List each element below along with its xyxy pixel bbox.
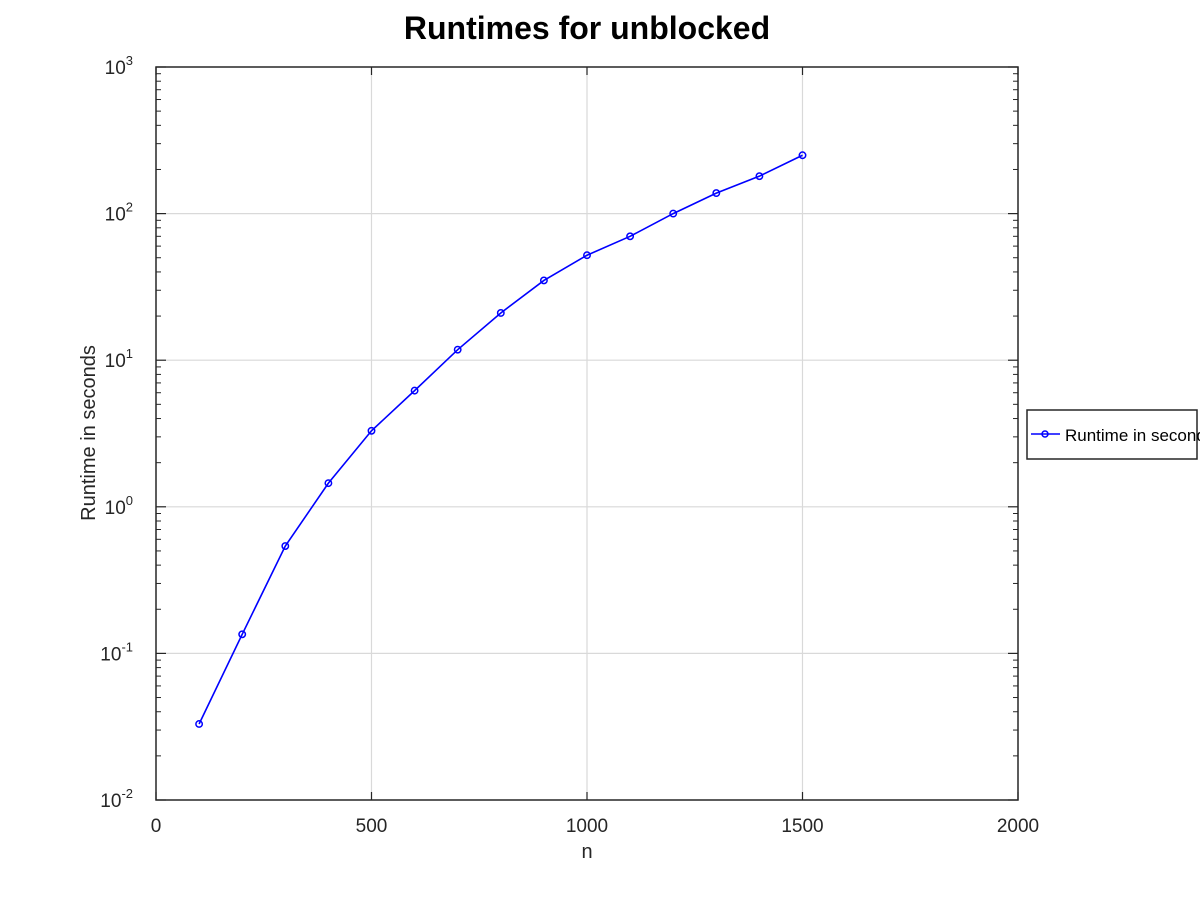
data-point — [281, 542, 290, 550]
y-tick-exponent: 3 — [126, 53, 133, 68]
data-point — [410, 386, 419, 395]
y-tick-base: 10 — [105, 498, 126, 519]
series-line — [198, 154, 803, 725]
y-tick-label: 10-1 — [100, 639, 133, 665]
legend: Runtime in seconds — [1026, 409, 1200, 460]
x-tick-label: 2000 — [997, 816, 1039, 837]
grid-lines — [156, 67, 1018, 800]
y-tick-base: 10 — [105, 58, 126, 79]
x-tick-label: 1000 — [566, 816, 608, 837]
data-point — [798, 151, 807, 160]
x-tick-label: 1500 — [781, 816, 823, 837]
y-tick-base: 10 — [105, 205, 126, 226]
y-tick-label: 10-2 — [100, 786, 133, 812]
legend-marker — [1041, 430, 1049, 438]
data-point — [324, 479, 333, 488]
x-tick-label: 500 — [356, 816, 388, 837]
y-tick-label: 102 — [105, 200, 133, 226]
data-point — [669, 209, 678, 218]
data-point — [238, 630, 247, 639]
data-point — [539, 276, 548, 285]
y-tick-base: 10 — [105, 351, 126, 372]
y-tick-base: 10 — [100, 791, 121, 812]
y-tick-label: 103 — [105, 53, 133, 79]
data-point — [367, 426, 376, 435]
data-point — [496, 309, 505, 317]
y-axis-label: Runtime in seconds — [78, 345, 100, 521]
y-tick-exponent: -1 — [121, 639, 133, 654]
data-point — [195, 720, 204, 728]
y-tick-label: 101 — [105, 346, 133, 372]
series-layer — [195, 151, 807, 728]
data-point — [755, 172, 764, 181]
y-tick-exponent: 1 — [126, 346, 133, 361]
legend-entry-label: Runtime in seconds — [1065, 426, 1200, 445]
data-point — [712, 189, 721, 198]
data-point — [626, 232, 635, 241]
x-axis-label: n — [581, 841, 592, 863]
y-tick-exponent: 0 — [126, 493, 133, 508]
data-point — [583, 251, 591, 260]
axis-ticks — [155, 66, 1019, 801]
y-tick-exponent: 2 — [126, 200, 133, 215]
chart-title: Runtimes for unblocked — [404, 10, 770, 46]
y-tick-label: 100 — [105, 493, 133, 519]
x-tick-label: 0 — [151, 816, 162, 837]
y-tick-exponent: -2 — [121, 786, 133, 801]
data-point — [453, 345, 462, 354]
y-tick-base: 10 — [100, 644, 121, 665]
plot-frame — [155, 66, 1019, 801]
